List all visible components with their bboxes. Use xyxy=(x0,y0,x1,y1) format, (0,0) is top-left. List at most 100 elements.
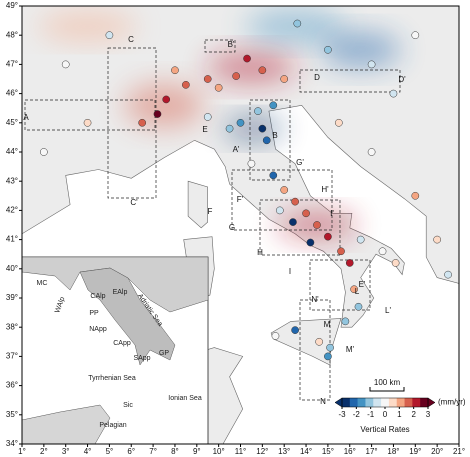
station xyxy=(289,218,297,226)
profile-label: E' xyxy=(359,280,366,289)
lon-tick-label: 5° xyxy=(106,447,114,456)
rate-shading xyxy=(37,12,138,41)
station xyxy=(293,19,302,28)
lon-tick-label: 9° xyxy=(193,447,201,456)
profile-label: M' xyxy=(346,345,355,354)
colorbar-swatch xyxy=(349,398,358,407)
station xyxy=(258,66,267,75)
station xyxy=(271,332,280,340)
rate-shading xyxy=(320,31,401,68)
rate-shading xyxy=(124,83,205,128)
island xyxy=(187,180,208,229)
station xyxy=(444,270,452,279)
inset-label: NApp xyxy=(89,326,107,333)
station xyxy=(389,89,398,98)
inset-italy xyxy=(79,267,176,366)
lat-tick-label: 43° xyxy=(6,176,18,185)
profile-box xyxy=(204,39,236,53)
station xyxy=(203,75,212,83)
lat-tick-label: 37° xyxy=(6,352,18,361)
station xyxy=(269,171,278,180)
station xyxy=(254,107,262,115)
profile-label: N' xyxy=(311,295,319,304)
profile-label: D xyxy=(314,73,320,82)
lon-tick-label: 20° xyxy=(431,447,443,456)
profile-label: L xyxy=(355,287,360,296)
station xyxy=(350,285,358,294)
lon-tick-label: 21° xyxy=(453,447,465,456)
inset-label: CApp xyxy=(113,340,131,347)
profile-label: L' xyxy=(385,306,391,315)
lat-tick-label: 44° xyxy=(6,147,18,156)
station xyxy=(367,148,376,156)
profile-label: D' xyxy=(398,75,406,84)
station xyxy=(326,343,334,352)
lon-tick-label: 17° xyxy=(366,447,378,456)
colorbar-swatch xyxy=(412,398,421,407)
station xyxy=(269,101,278,110)
profile-label: M xyxy=(324,320,331,329)
profile-box xyxy=(249,99,291,181)
station xyxy=(367,60,376,69)
colorbar-swatch xyxy=(381,398,390,407)
station xyxy=(153,110,162,118)
inset-label: SApp xyxy=(133,355,150,362)
lat-tick-label: 46° xyxy=(6,89,18,98)
profile-label: E xyxy=(202,125,207,134)
inset-label: Pelagian xyxy=(99,422,126,429)
station xyxy=(83,118,92,127)
lat-tick-label: 45° xyxy=(6,118,18,127)
colorbar-tick-label: -2 xyxy=(353,410,361,419)
profile-box xyxy=(259,199,341,256)
inset-label: Tyrrhenian Sea xyxy=(88,375,136,382)
lon-tick-label: 11° xyxy=(235,447,247,456)
colorbar-tick-label: 1 xyxy=(397,410,402,419)
station xyxy=(313,221,321,229)
scale-label: 100 km xyxy=(374,378,401,387)
station xyxy=(171,66,179,75)
lon-tick-label: 18° xyxy=(387,447,399,456)
lon-tick-label: 16° xyxy=(344,447,356,456)
colorbar-tick-label: -3 xyxy=(338,410,346,419)
station xyxy=(280,186,289,194)
inset-label: EAlp xyxy=(113,289,128,296)
colorbar-swatch xyxy=(365,398,374,407)
profile-label: G xyxy=(229,223,235,232)
station xyxy=(433,235,441,244)
colorbar-swatch xyxy=(404,398,413,407)
lat-tick-label: 38° xyxy=(6,322,18,331)
station xyxy=(324,352,332,361)
colorbar-tick-label: 0 xyxy=(383,410,388,419)
station xyxy=(214,83,223,92)
station xyxy=(315,337,324,346)
profile-box xyxy=(107,47,157,199)
station xyxy=(243,54,251,63)
lat-tick-label: 36° xyxy=(6,381,18,390)
station xyxy=(378,247,387,256)
station xyxy=(162,95,171,104)
profile-label: N xyxy=(320,397,326,406)
station xyxy=(138,118,147,127)
lat-tick-label: 42° xyxy=(6,206,18,215)
colorbar-end xyxy=(427,397,436,408)
profile-label: A' xyxy=(233,145,240,154)
lon-tick-label: 1° xyxy=(18,447,26,456)
profile-label: G' xyxy=(296,158,304,167)
colorbar-swatch xyxy=(420,398,429,407)
station xyxy=(411,191,420,200)
lon-tick-label: 3° xyxy=(62,447,70,456)
colorbar-end xyxy=(334,397,343,408)
profile-label: B' xyxy=(228,40,235,49)
profile-label: C xyxy=(128,35,134,44)
profile-label: B xyxy=(272,131,277,140)
rate-shading xyxy=(206,51,297,84)
station xyxy=(225,124,234,133)
station xyxy=(182,80,190,89)
lon-tick-label: 12° xyxy=(256,447,268,456)
profile-label: H' xyxy=(321,185,329,194)
lon-tick-label: 10° xyxy=(213,447,225,456)
lon-tick-label: 2° xyxy=(40,447,48,456)
profile-label: F' xyxy=(237,195,244,204)
station xyxy=(354,302,363,311)
